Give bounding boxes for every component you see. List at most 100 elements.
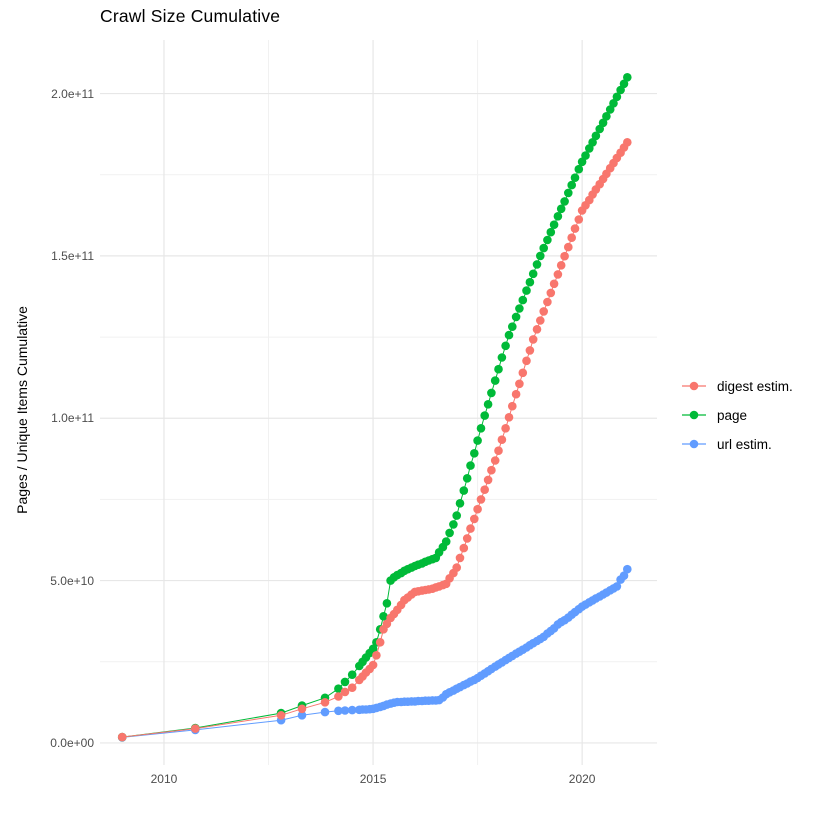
data-point-digestestim [522,356,531,366]
data-point-digestestim [525,346,535,355]
data-point-page [556,204,566,214]
data-point-urlestim [297,711,307,720]
data-point-digestestim [462,534,472,543]
data-point-digestestim [372,651,381,660]
data-point-digestestim [459,543,469,553]
data-point-digestestim [466,524,475,533]
data-point-urlestim [334,706,343,716]
legend-item-urlestim: url estim. [682,436,793,452]
data-point-urlestim [340,706,350,715]
data-point-page [379,612,388,621]
y-tick-label: 1.5e+11 [51,248,94,263]
data-point-page [515,304,524,313]
data-point-digestestim [536,316,545,325]
data-point-digestestim [494,446,503,456]
data-point-urlestim [320,707,330,717]
data-point-page [487,388,496,398]
data-point-page [619,79,629,89]
data-point-digestestim [470,514,479,524]
data-point-page [518,295,528,305]
data-point-digestestim [560,251,569,261]
data-point-page [445,528,454,538]
data-point-page [564,188,573,198]
legend-label: digest estim. [717,378,793,394]
data-point-digestestim [546,288,556,298]
data-point-digestestim [340,687,350,697]
data-point-page [609,99,618,108]
data-point-page [511,312,521,322]
data-point-digestestim [490,456,500,465]
data-point-page [612,92,622,102]
data-point-digestestim [375,638,385,647]
data-point-page [522,286,531,295]
y-tick-label: 5.0e+10 [50,573,94,588]
data-point-digestestim [518,368,528,378]
data-point-page [476,424,486,433]
data-point-digestestim [347,683,357,692]
data-point-digestestim [476,495,486,504]
data-point-digestestim [508,401,517,411]
data-point-page [466,461,475,470]
data-point-page [441,537,451,546]
data-point-digestestim [515,379,524,389]
data-point-page [623,73,632,82]
data-point-page [494,364,503,374]
legend-item-digestestim: digest estim. [682,378,793,394]
data-point-page [567,180,576,190]
x-tick-label: 2015 [359,772,387,786]
data-point-digestestim [574,215,584,224]
series-line-page [122,77,628,738]
data-point-digestestim [487,465,496,475]
data-point-digestestim [504,413,514,422]
x-tick-label: 2020 [568,772,596,786]
data-point-urlestim [347,705,357,715]
data-point-digestestim [532,325,542,334]
data-point-digestestim [539,307,548,316]
data-point-digestestim [368,660,378,670]
legend-item-page: page [682,407,793,423]
data-point-page [347,670,357,679]
data-point-page [480,411,490,420]
data-point-page [549,220,559,229]
data-point-page [483,400,493,409]
x-tick-label: 2010 [150,772,178,786]
data-point-page [536,251,545,261]
data-point-digestestim [483,475,493,485]
data-point-digestestim [497,435,507,445]
data-point-page [340,677,350,687]
data-point-digestestim [452,563,462,572]
legend-label: page [717,407,748,423]
data-point-page [546,227,556,237]
data-point-page [455,499,465,508]
y-tick-label: 0.0e+00 [50,735,94,750]
data-point-digestestim [549,279,559,289]
data-point-page [581,151,590,160]
data-point-digestestim [473,504,482,514]
data-point-page [528,269,538,279]
data-point-page [570,173,580,182]
data-point-digestestim [553,270,563,279]
legend-key-icon [682,410,706,420]
data-point-page [574,164,584,174]
data-point-digestestim [480,485,490,495]
data-point-page [553,212,563,221]
data-point-digestestim [501,424,510,433]
data-point-digestestim [191,724,200,733]
data-point-digestestim [564,242,573,252]
data-point-digestestim [556,261,566,270]
data-point-page [591,131,601,141]
data-point-digestestim [276,711,286,720]
data-point-page [473,436,482,445]
data-point-digestestim [570,224,580,233]
y-tick-label: 2.0e+11 [51,86,94,101]
data-point-digestestim [567,233,576,242]
data-point-page [490,376,500,385]
data-point-urlestim [619,571,629,580]
data-point-page [588,138,597,147]
data-point-digestestim [623,138,632,147]
data-point-page [452,511,462,520]
data-point-page [504,330,514,340]
data-point-page [525,277,535,287]
